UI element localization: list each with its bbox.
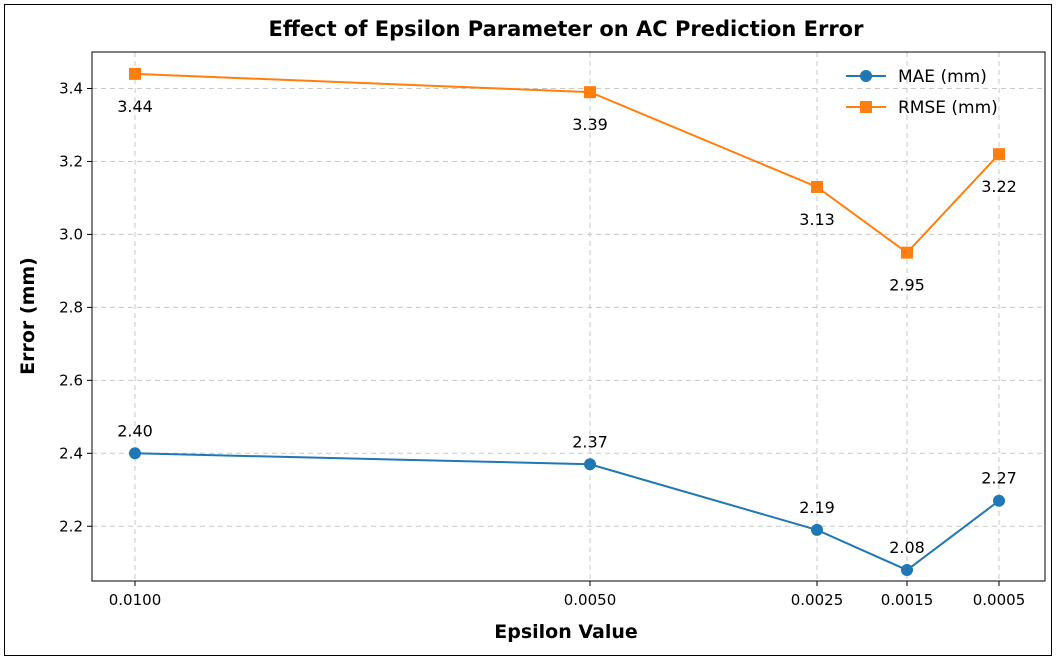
- data-label: 2.08: [889, 538, 925, 557]
- series-line: [134, 72, 1000, 254]
- data-point-circle: [993, 494, 1005, 507]
- data-point-square: [584, 86, 596, 99]
- series-layer: 2.40 2.37 2.19 2.08 2.27 3.44 3.39 3.13 2.95 3.22: [117, 67, 1017, 577]
- data-label: 2.27: [981, 469, 1017, 488]
- chart-frame: [4, 4, 1052, 656]
- data-point-square: [901, 246, 913, 259]
- legend-item: RMSE (mm): [846, 98, 998, 118]
- data-point-square: [993, 148, 1005, 161]
- data-label: 3.44: [117, 97, 153, 116]
- y-tick-label: 2.8: [59, 298, 83, 316]
- x-tick-label: 0.0100: [109, 591, 162, 609]
- y-tick-label: 3.2: [59, 152, 83, 170]
- data-point-circle: [584, 458, 596, 471]
- y-tick-label: 2.6: [59, 371, 83, 389]
- y-tick-label: 3.0: [59, 225, 83, 243]
- data-point-square: [811, 180, 823, 193]
- plot-area: [91, 51, 1046, 582]
- grid-lines: [92, 52, 1045, 581]
- data-point-circle: [129, 447, 141, 460]
- legend-label: RMSE (mm): [898, 98, 998, 118]
- x-axis-label: Epsilon Value: [494, 621, 638, 643]
- series-line: [134, 452, 1000, 572]
- y-axis-label: Error (mm): [17, 257, 39, 375]
- legend-marker-square: [860, 101, 872, 113]
- x-tick-label: 0.0050: [564, 591, 617, 609]
- x-tick-label: 0.0025: [791, 591, 844, 609]
- y-tick-label: 2.2: [59, 517, 83, 535]
- data-label: 2.95: [889, 276, 925, 295]
- legend: MAE (mm) RMSE (mm): [846, 67, 998, 118]
- x-tick-label: 0.0005: [973, 591, 1026, 609]
- legend-item: MAE (mm): [846, 67, 987, 87]
- series-rmse: 3.44 3.39 3.13 2.95 3.22: [117, 67, 1017, 295]
- data-point-square: [129, 67, 141, 80]
- series-mae: 2.40 2.37 2.19 2.08 2.27: [117, 421, 1017, 577]
- axis-ticks: 0.0100 0.0050 0.0025 0.0015 0.0005 2.2 2.4 2.6 2…: [59, 79, 1025, 609]
- data-point-circle: [901, 564, 913, 577]
- data-point-circle: [811, 523, 823, 536]
- y-tick-label: 2.4: [59, 444, 83, 462]
- data-label: 3.22: [981, 177, 1017, 196]
- y-tick-label: 3.4: [59, 79, 83, 97]
- legend-marker-circle: [860, 70, 872, 82]
- data-label: 2.37: [572, 432, 608, 451]
- legend-label: MAE (mm): [898, 67, 987, 87]
- data-label: 3.39: [572, 115, 608, 134]
- x-tick-label: 0.0015: [881, 591, 934, 609]
- data-label: 2.19: [799, 498, 835, 517]
- data-label: 3.13: [799, 210, 835, 229]
- data-label: 2.40: [117, 421, 153, 440]
- chart-title: Effect of Epsilon Parameter on AC Predic…: [269, 17, 865, 41]
